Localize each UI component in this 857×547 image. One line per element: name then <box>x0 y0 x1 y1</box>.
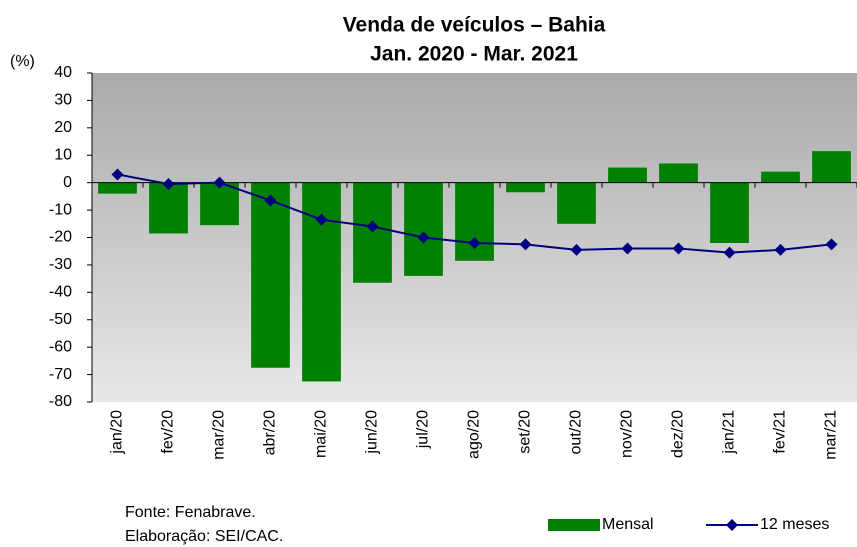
y-tick-label: 20 <box>54 119 72 136</box>
note: Fonte: Fenabrave. <box>125 504 256 521</box>
x-tick-label: mar/20 <box>211 410 228 460</box>
y-tick-label: -60 <box>49 338 72 355</box>
x-tick-label: jan/20 <box>109 410 126 455</box>
bar <box>761 171 800 183</box>
y-tick-label: 40 <box>54 64 72 81</box>
marker <box>774 243 787 256</box>
x-tick-label: jul/20 <box>415 410 432 449</box>
bar <box>608 167 647 183</box>
bar <box>251 182 290 368</box>
bar <box>812 151 851 183</box>
x-tick-label: set/20 <box>517 410 534 454</box>
bar <box>557 182 596 224</box>
legend-swatch <box>548 519 600 531</box>
bar <box>710 182 749 243</box>
bar <box>506 182 545 193</box>
marker <box>825 238 838 251</box>
x-tick-label: abr/20 <box>262 410 279 455</box>
bar <box>659 163 698 183</box>
marker <box>315 213 328 226</box>
x-tick-label: mar/21 <box>823 410 840 460</box>
bar <box>353 182 392 283</box>
note: Elaboração: SEI/CAC. <box>125 528 283 545</box>
y-tick-label: -50 <box>49 311 72 328</box>
y-tick-label: 0 <box>63 174 72 191</box>
x-tick-label: ago/20 <box>466 410 483 459</box>
bar <box>98 182 137 194</box>
bar <box>302 182 341 382</box>
y-tick-label: 10 <box>54 146 72 163</box>
marker <box>519 238 532 251</box>
bar <box>149 182 188 234</box>
legend-swatch <box>726 519 738 531</box>
bar <box>404 182 443 276</box>
x-tick-label: fev/20 <box>160 410 177 454</box>
x-tick-label: nov/20 <box>619 410 636 458</box>
y-tick-label: -20 <box>49 229 72 246</box>
y-tick-label: -70 <box>49 366 72 383</box>
marker <box>111 168 124 181</box>
y-tick-label: -80 <box>49 393 72 410</box>
x-tick-label: dez/20 <box>670 410 687 458</box>
x-tick-label: out/20 <box>568 410 585 455</box>
legend-label: Mensal <box>602 516 654 533</box>
x-tick-label: fev/21 <box>772 410 789 454</box>
y-axis-label: (%) <box>10 53 35 70</box>
y-tick-label: 30 <box>54 92 72 109</box>
marker <box>366 220 379 233</box>
bar <box>455 182 494 261</box>
y-tick-label: -10 <box>49 201 72 218</box>
x-tick-label: mai/20 <box>313 410 330 458</box>
marker <box>417 231 430 244</box>
marker <box>264 194 277 207</box>
marker <box>162 178 175 191</box>
marker <box>570 243 583 256</box>
x-tick-label: jun/20 <box>364 410 381 455</box>
marker <box>723 246 736 259</box>
x-tick-label: jan/21 <box>721 410 738 455</box>
chart-subtitle: Jan. 2020 - Mar. 2021 <box>370 43 578 66</box>
marker <box>621 242 634 255</box>
marker <box>672 242 685 255</box>
y-tick-label: -40 <box>49 284 72 301</box>
chart-title: Venda de veículos – Bahia <box>343 14 606 37</box>
legend-label: 12 meses <box>760 516 829 533</box>
marker <box>468 236 481 249</box>
bar <box>200 182 239 226</box>
y-tick-label: -30 <box>49 256 72 273</box>
marker <box>213 176 226 189</box>
